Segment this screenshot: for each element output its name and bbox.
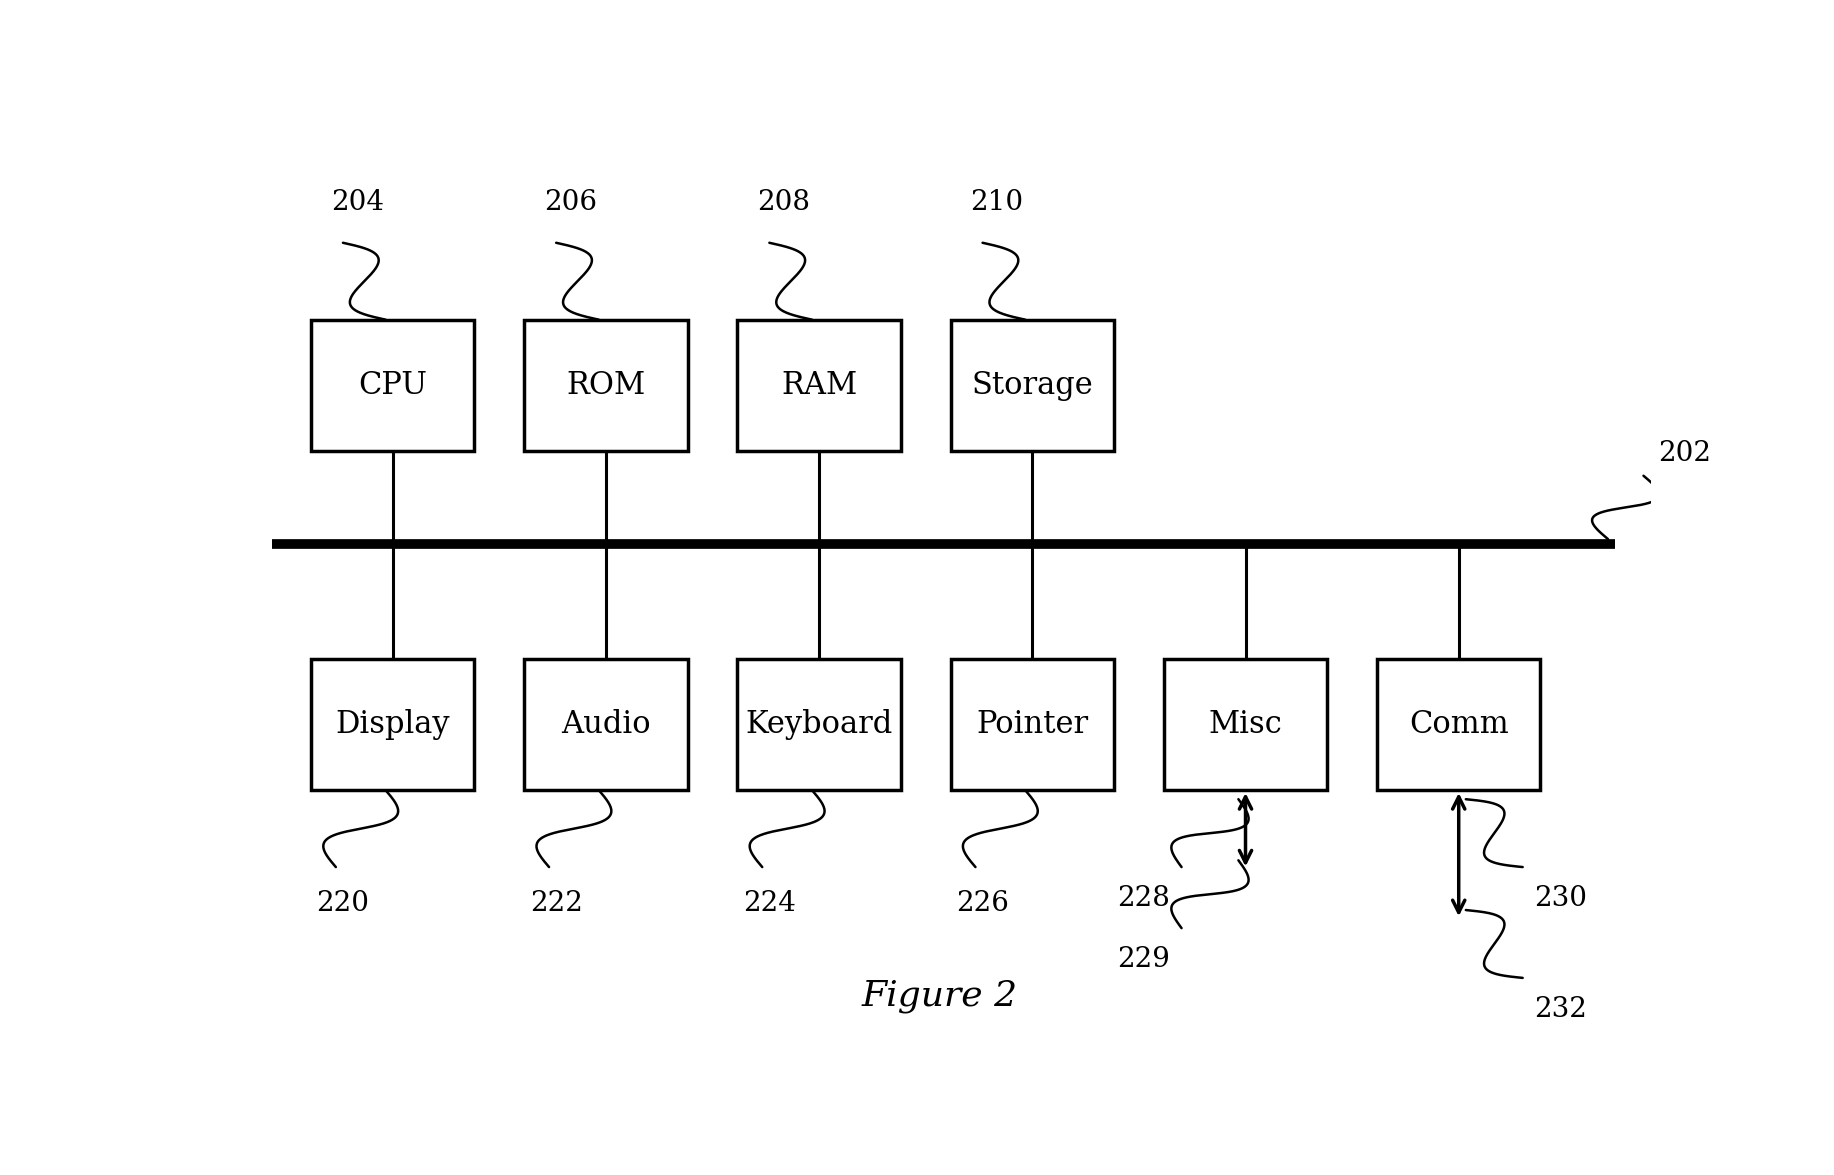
Text: 222: 222 [530, 889, 583, 916]
Text: 210: 210 [970, 189, 1023, 216]
Text: Display: Display [336, 709, 449, 740]
Text: 224: 224 [743, 889, 796, 916]
Text: 229: 229 [1117, 946, 1170, 973]
Text: 202: 202 [1658, 439, 1711, 466]
Text: Comm: Comm [1409, 709, 1509, 740]
FancyBboxPatch shape [312, 320, 475, 451]
FancyBboxPatch shape [1377, 659, 1541, 790]
Text: Audio: Audio [561, 709, 651, 740]
Text: 226: 226 [956, 889, 1009, 916]
Text: 208: 208 [757, 189, 811, 216]
Text: 228: 228 [1117, 885, 1170, 912]
Text: Misc: Misc [1209, 709, 1282, 740]
Text: Keyboard: Keyboard [745, 709, 893, 740]
FancyBboxPatch shape [737, 320, 900, 451]
FancyBboxPatch shape [1165, 659, 1328, 790]
Text: ROM: ROM [567, 370, 646, 401]
Text: 206: 206 [545, 189, 596, 216]
FancyBboxPatch shape [525, 659, 688, 790]
FancyBboxPatch shape [737, 659, 900, 790]
Text: Pointer: Pointer [976, 709, 1088, 740]
Text: 232: 232 [1533, 996, 1586, 1023]
Text: 204: 204 [330, 189, 383, 216]
FancyBboxPatch shape [312, 659, 475, 790]
FancyBboxPatch shape [525, 320, 688, 451]
Text: Storage: Storage [972, 370, 1093, 401]
Text: CPU: CPU [358, 370, 427, 401]
FancyBboxPatch shape [950, 659, 1113, 790]
Text: Figure 2: Figure 2 [862, 979, 1018, 1013]
FancyBboxPatch shape [950, 320, 1113, 451]
Text: 220: 220 [317, 889, 369, 916]
Text: 230: 230 [1533, 885, 1586, 912]
Text: RAM: RAM [781, 370, 856, 401]
